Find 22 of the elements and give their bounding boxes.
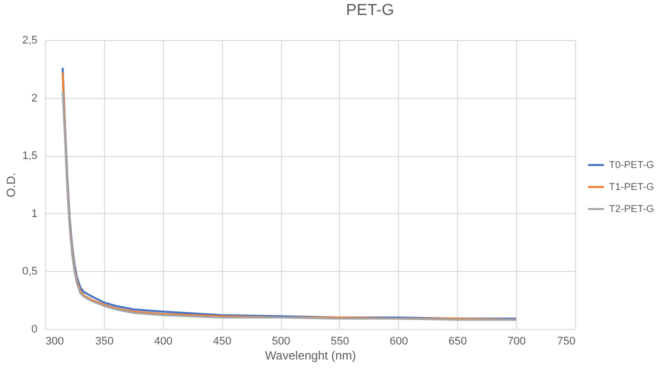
legend-label: T1-PET-G — [609, 182, 654, 193]
y-tick-label: 1 — [31, 208, 38, 220]
legend-label: T0-PET-G — [609, 160, 654, 171]
x-axis-title: Wavelenght (nm) — [265, 348, 356, 362]
x-tick-label: 300 — [46, 336, 64, 348]
x-tick-label: 600 — [390, 336, 408, 348]
y-tick-label: 2 — [31, 92, 38, 104]
y-tick-label: 1,5 — [22, 150, 38, 162]
x-tick-label: 750 — [557, 336, 576, 348]
x-tick-label: 700 — [507, 336, 526, 348]
chart-title: PET-G — [346, 2, 394, 19]
y-tick-label: 2,5 — [22, 34, 38, 46]
x-tick-label: 450 — [212, 336, 232, 348]
y-tick-label: 0,5 — [22, 266, 38, 278]
y-axis-title: O.D. — [4, 172, 18, 198]
x-tick-label: 650 — [448, 336, 467, 348]
x-tick-label: 400 — [154, 336, 172, 348]
y-tick-label: 0 — [31, 324, 38, 336]
x-tick-label: 350 — [95, 336, 114, 348]
x-tick-label: 500 — [272, 336, 290, 348]
x-tick-label: 550 — [330, 336, 350, 348]
legend-label: T2-PET-G — [609, 204, 654, 215]
